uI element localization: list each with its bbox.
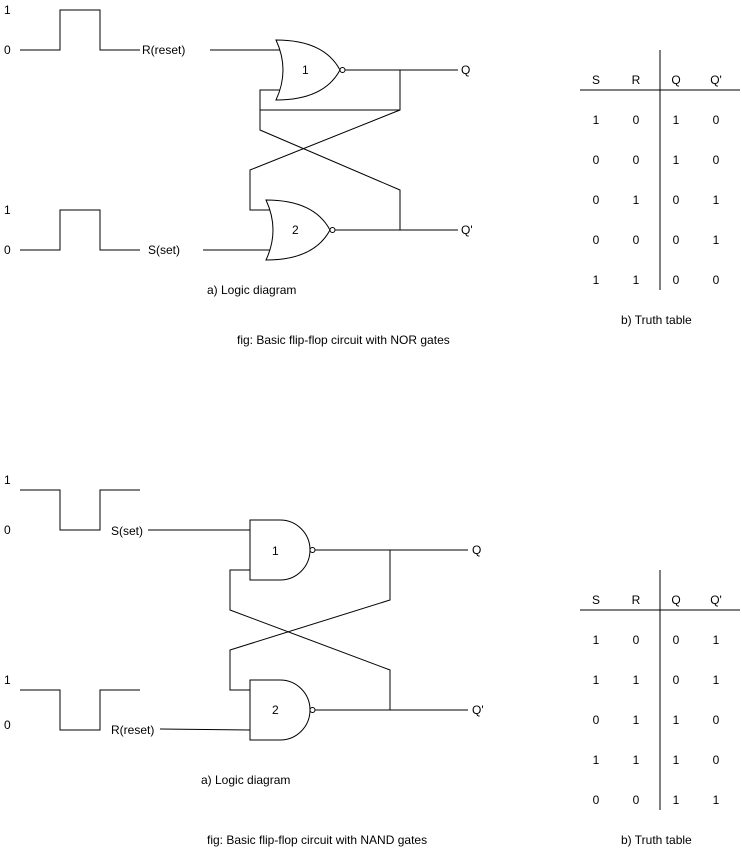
nor-table-cell-r2-c0: 0 xyxy=(593,193,600,207)
nand-table-cell-r3-c3: 0 xyxy=(713,753,720,767)
nand-table-cell-r4-c2: 1 xyxy=(673,793,680,807)
nor-q-output-label: Q xyxy=(461,63,470,77)
nand-table-cell-r2-c2: 1 xyxy=(673,713,680,727)
nand-gate-1 xyxy=(249,519,311,581)
nor-table-cell-r2-c2: 0 xyxy=(673,193,680,207)
nand-diagram-caption: a) Logic diagram xyxy=(201,773,290,787)
nor-table-caption: b) Truth table xyxy=(621,313,692,327)
nand-table-cell-r0-c2: 0 xyxy=(673,633,680,647)
nor-table-header-1: R xyxy=(632,73,641,87)
nor-feedback-wire-q-to-gate2 xyxy=(259,70,401,230)
nor-table-cell-r4-c1: 1 xyxy=(633,273,640,287)
nor-table-cell-r0-c2: 1 xyxy=(673,113,680,127)
nand-table-caption: b) Truth table xyxy=(621,833,692,847)
nor-table-cell-r1-c3: 0 xyxy=(713,153,720,167)
nand-figure-caption: fig: Basic flip-flop circuit with NAND g… xyxy=(207,833,427,847)
nand-feedback-wire-qbar-to-gate1 xyxy=(229,569,391,710)
nand-feedback-wire-q-to-gate2 xyxy=(229,550,391,691)
nand-table-cell-r4-c0: 0 xyxy=(593,793,600,807)
nor-table-cell-r3-c1: 0 xyxy=(633,233,640,247)
nand-table-header-0: S xyxy=(592,593,600,607)
nor-reset-pulse-waveform xyxy=(20,9,140,51)
nor-table-header-3: Q' xyxy=(710,73,722,87)
nor-table-header-0: S xyxy=(592,73,600,87)
nand-gate-2-label: 2 xyxy=(272,703,279,717)
nand-gate-2 xyxy=(249,679,311,741)
nand-table-cell-r2-c1: 1 xyxy=(633,713,640,727)
nand-set-high-label: 1 xyxy=(4,473,11,487)
nand-gate-1-label: 1 xyxy=(272,544,279,558)
nor-table-cell-r3-c3: 1 xyxy=(713,233,720,247)
nor-qbar-output-label: Q' xyxy=(461,223,473,237)
nand-truth-table: b) Truth table S R Q Q' 1 0 0 1 1 1 0 1 0 1 1 0 1 1 1 0 0 0 1 1 xyxy=(580,570,740,847)
nor-table-cell-r1-c2: 1 xyxy=(673,153,680,167)
nor-figure-caption: fig: Basic flip-flop circuit with NOR ga… xyxy=(237,333,450,347)
nor-gate-2-label: 2 xyxy=(292,223,299,237)
nand-gate2-input-r-wire xyxy=(159,728,251,731)
nor-reset-low-label: 0 xyxy=(4,43,11,57)
nor-table-header-2: Q xyxy=(671,73,680,87)
nor-table-cell-r3-c0: 0 xyxy=(593,233,600,247)
nand-table-cell-r0-c3: 1 xyxy=(713,633,720,647)
nor-flip-flop-diagram: 1 0 R(reset) 1 0 S(set) 1 2 Q Q' a) Logi… xyxy=(4,3,473,347)
nor-gate-1-bubble xyxy=(339,67,346,73)
nor-set-low-label: 0 xyxy=(4,243,11,257)
nand-table-cell-r2-c0: 0 xyxy=(593,713,600,727)
nand-reset-pulse-waveform xyxy=(20,689,140,731)
nor-table-cell-r0-c0: 1 xyxy=(593,113,600,127)
nand-reset-low-label: 0 xyxy=(4,718,11,732)
nor-table-cell-r1-c1: 0 xyxy=(633,153,640,167)
nor-table-cell-r0-c1: 0 xyxy=(633,113,640,127)
nor-table-cell-r0-c3: 0 xyxy=(713,113,720,127)
nand-set-pulse-waveform xyxy=(20,489,140,531)
nand-set-low-label: 0 xyxy=(4,523,11,537)
nor-truth-table: b) Truth table S R Q Q' 1 0 1 0 0 0 1 0 0 1 0 1 0 0 0 1 1 1 0 0 xyxy=(580,50,740,327)
nand-table-header-1: R xyxy=(632,593,641,607)
nor-gate-2-bubble xyxy=(329,227,336,233)
nand-table-cell-r0-c0: 1 xyxy=(593,633,600,647)
nor-table-cell-r2-c1: 1 xyxy=(633,193,640,207)
nor-table-cell-r4-c2: 0 xyxy=(673,273,680,287)
nor-table-cell-r4-c3: 0 xyxy=(713,273,720,287)
nor-set-high-label: 1 xyxy=(4,203,11,217)
nor-reset-high-label: 1 xyxy=(4,3,11,17)
nand-table-cell-r2-c3: 0 xyxy=(713,713,720,727)
nor-table-cell-r1-c0: 0 xyxy=(593,153,600,167)
nand-set-input-label: S(set) xyxy=(111,524,143,538)
nand-qbar-output-label: Q' xyxy=(472,703,484,717)
nand-table-cell-r1-c3: 1 xyxy=(713,673,720,687)
nor-set-input-label: S(set) xyxy=(148,243,180,257)
nand-table-header-2: Q xyxy=(671,593,680,607)
nand-table-header-3: Q' xyxy=(710,593,722,607)
nand-reset-input-label: R(reset) xyxy=(111,723,154,737)
nand-table-cell-r0-c1: 0 xyxy=(633,633,640,647)
nor-table-cell-r4-c0: 1 xyxy=(593,273,600,287)
nand-table-cell-r1-c1: 1 xyxy=(633,673,640,687)
nand-reset-high-label: 1 xyxy=(4,673,11,687)
nor-gate-1 xyxy=(275,39,341,101)
nand-gate-2-bubble xyxy=(309,707,316,713)
nand-table-cell-r3-c0: 1 xyxy=(593,753,600,767)
nor-gate-1-label: 1 xyxy=(302,63,309,77)
nor-table-cell-r3-c2: 0 xyxy=(673,233,680,247)
nor-gate1-input-feedback-stub xyxy=(259,89,282,110)
nand-gate-1-bubble xyxy=(309,547,316,553)
nor-set-pulse-waveform xyxy=(20,209,140,251)
nor-feedback-wire-qbar-to-gate1 xyxy=(249,109,401,211)
nand-table-cell-r1-c2: 0 xyxy=(673,673,680,687)
nand-table-cell-r3-c1: 1 xyxy=(633,753,640,767)
nor-diagram-caption: a) Logic diagram xyxy=(207,283,296,297)
nor-gate-2 xyxy=(265,199,331,261)
nand-q-output-label: Q xyxy=(472,543,481,557)
nor-table-cell-r2-c3: 1 xyxy=(713,193,720,207)
nand-table-cell-r1-c0: 1 xyxy=(593,673,600,687)
nand-flip-flop-diagram: 1 0 S(set) 1 0 R(reset) 1 2 Q Q' a) Logi… xyxy=(4,473,484,847)
nand-table-cell-r4-c1: 0 xyxy=(633,793,640,807)
nand-table-cell-r3-c2: 1 xyxy=(673,753,680,767)
nor-reset-input-label: R(reset) xyxy=(142,43,185,57)
nand-table-cell-r4-c3: 1 xyxy=(713,793,720,807)
